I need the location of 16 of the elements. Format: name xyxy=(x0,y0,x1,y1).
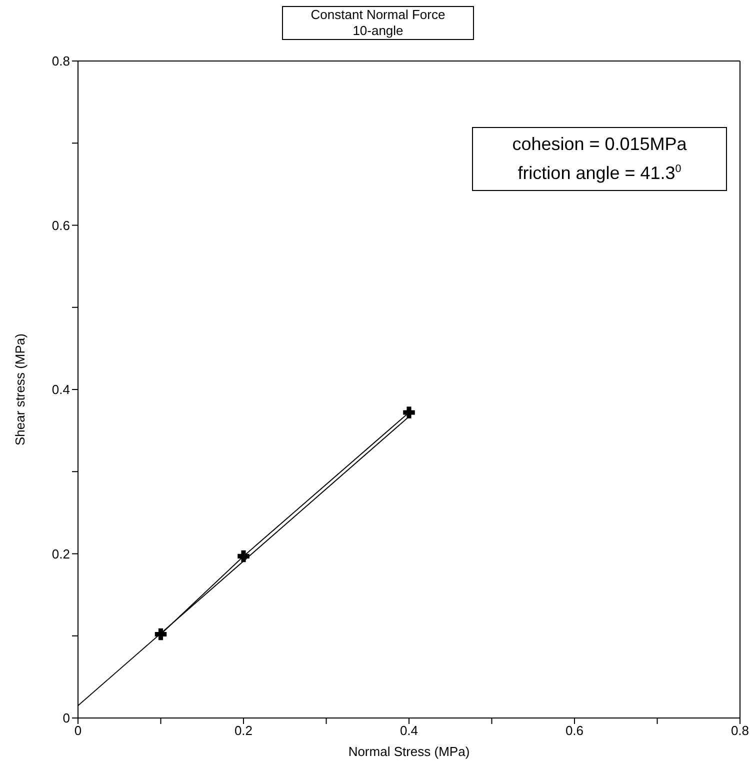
x-tick-label: 0.6 xyxy=(565,723,584,738)
x-tick-label: 0.8 xyxy=(730,723,750,738)
chart-subtitle: 10-angle xyxy=(352,23,404,39)
y-tick-label: 0.8 xyxy=(52,54,70,69)
y-tick-label: 0 xyxy=(62,710,70,726)
x-axis-title: Normal Stress (MPa) xyxy=(348,744,470,759)
y-tick-label: 0.6 xyxy=(52,218,70,233)
y-axis-title: Shear stress (MPa) xyxy=(12,334,28,446)
y-tick-label: 0.4 xyxy=(52,382,70,398)
annotation: friction angle = 41.3$^{0}$ xyxy=(518,163,682,183)
y-tick-label: 0.2 xyxy=(52,546,70,562)
annotation: cohesion = 0.015MPa xyxy=(512,134,687,154)
x-tick-label: 0 xyxy=(74,723,82,738)
x-tick-label: 0.2 xyxy=(234,723,253,738)
chart-title: Constant Normal Force xyxy=(310,7,446,23)
x-tick-label: 0.4 xyxy=(400,723,418,738)
